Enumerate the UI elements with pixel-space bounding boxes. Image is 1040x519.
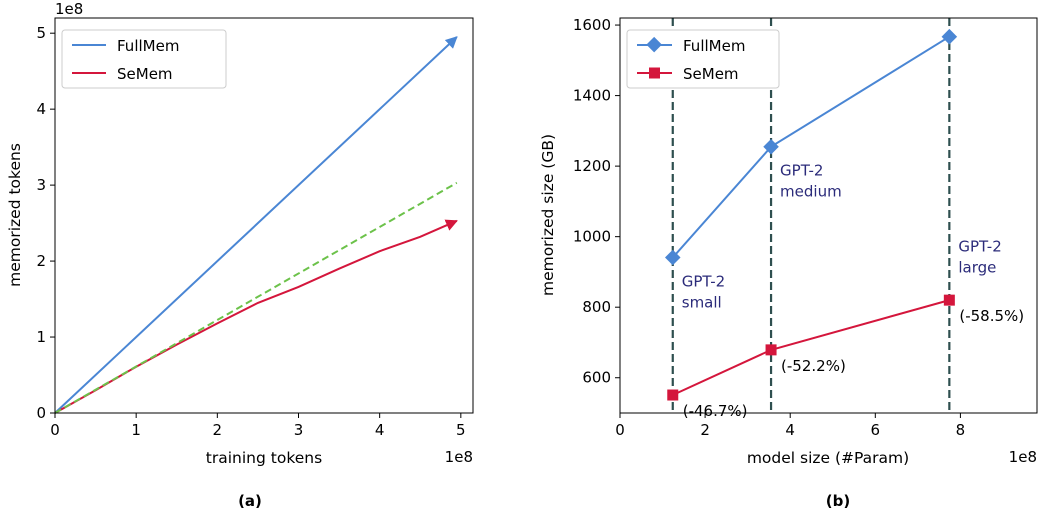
model-name-label: GPT-2 [780, 162, 823, 180]
series-line-semem-a [54, 219, 458, 414]
legend-marker-semem-b [649, 67, 660, 79]
x-tick-label-a: 4 [375, 421, 385, 439]
y-tick-label-a: 4 [36, 100, 46, 118]
x-offset-label-b: 1e8 [1009, 448, 1037, 466]
x-tick-label-a: 0 [50, 421, 60, 439]
legend-marker-fullmem-b [646, 36, 662, 53]
reduction-annotation: (-58.5%) [959, 307, 1024, 325]
x-axis-label-a: training tokens [206, 449, 322, 467]
y-tick-label-a: 5 [36, 24, 46, 42]
y-tick-label-b: 1400 [573, 87, 611, 105]
x-axis-label-b: model size (#Param) [747, 449, 909, 467]
x-tick-label-a: 1 [131, 421, 141, 439]
legend-label-semem-b: SeMem [683, 65, 739, 83]
plot-frame-b [619, 17, 1038, 414]
model-name-label: small [682, 293, 722, 311]
y-tick-label-b: 800 [582, 298, 611, 316]
chart-panel-a: 0 1 2 3 4 5 0 1 2 3 4 5 1e8 1e8 training tokens me… [6, 0, 474, 510]
series-line-fullmem-a [54, 36, 458, 414]
x-axis-ticks-b: 0 2 4 6 8 [615, 413, 965, 439]
x-tick-label-b: 4 [785, 421, 795, 439]
data-point-semem [667, 389, 679, 401]
x-tick-label-b: 2 [700, 421, 710, 439]
y-axis-label-a: memorized tokens [6, 143, 24, 287]
y-tick-label-b: 1600 [573, 16, 611, 34]
y-axis-label-b: memorized size (GB) [539, 134, 557, 296]
x-tick-label-a: 5 [456, 421, 466, 439]
series-layer-a [54, 36, 458, 414]
reduction-annotation: (-52.2%) [781, 357, 846, 375]
legend-b: FullMem SeMem [626, 29, 780, 89]
legend-label-fullmem-a: FullMem [117, 37, 179, 55]
series-line-semem-b [672, 299, 950, 396]
model-name-label: GPT-2 [682, 272, 725, 290]
legend-label-fullmem-b: FullMem [683, 37, 745, 55]
chart-panel-b: 0 2 4 6 8 600 800 1000 1200 1400 1600 (-46.7%) (-5… [539, 16, 1038, 510]
data-point-semem [943, 294, 955, 306]
x-offset-label-a: 1e8 [445, 448, 473, 466]
data-point-fullmem [763, 138, 779, 155]
y-tick-label-b: 1200 [573, 157, 611, 175]
y-axis-ticks-b: 600 800 1000 1200 1400 1600 [573, 16, 620, 387]
reference-dashed-line-a [54, 181, 458, 414]
y-offset-label-a: 1e8 [55, 0, 83, 18]
panel-label-b: (b) [826, 492, 850, 510]
model-name-label: large [958, 259, 996, 277]
legend-label-semem-a: SeMem [117, 65, 173, 83]
series-layer-b [664, 28, 958, 401]
y-tick-label-a: 1 [36, 328, 46, 346]
x-tick-label-a: 3 [294, 421, 304, 439]
x-tick-label-a: 2 [213, 421, 223, 439]
y-axis-ticks-a: 0 1 2 3 4 5 [36, 24, 55, 422]
annotations-b: (-46.7%) (-52.2%) (-58.5%) GPT-2 small GPT-2 m… [682, 162, 1024, 420]
plot-frame-a [54, 17, 474, 414]
model-name-label: medium [780, 183, 842, 201]
x-tick-label-b: 8 [956, 421, 966, 439]
x-tick-label-b: 0 [615, 421, 625, 439]
y-tick-label-a: 3 [36, 176, 46, 194]
x-tick-label-b: 6 [871, 421, 881, 439]
x-axis-ticks-a: 0 1 2 3 4 5 [50, 413, 466, 439]
model-name-label: GPT-2 [958, 238, 1001, 256]
panel-label-a: (a) [238, 492, 262, 510]
reduction-annotation: (-46.7%) [683, 402, 748, 420]
y-tick-label-b: 600 [582, 369, 611, 387]
data-point-fullmem [941, 28, 958, 45]
y-tick-label-a: 0 [36, 404, 46, 422]
legend-a: FullMem SeMem [61, 29, 227, 89]
y-tick-label-a: 2 [36, 252, 46, 270]
data-point-semem [765, 344, 777, 356]
y-tick-label-b: 1000 [573, 228, 611, 246]
